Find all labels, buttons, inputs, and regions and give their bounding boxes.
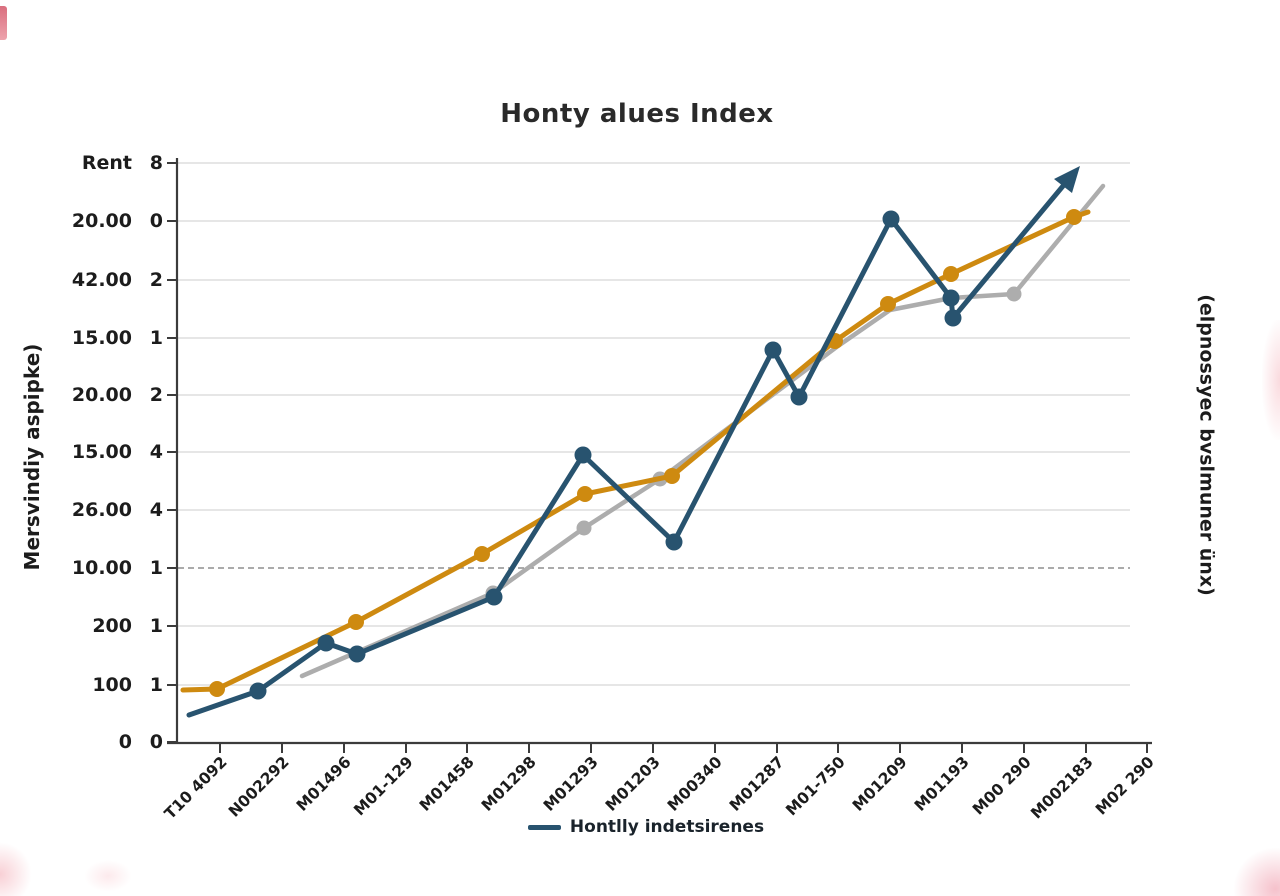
legend-line-swatch — [527, 824, 561, 830]
trend-series-gray-marker — [1006, 286, 1022, 302]
y-tick-label-primary: 15.00 — [71, 327, 132, 349]
y-tick-label-primary: 26.00 — [71, 499, 132, 521]
monthly-series-marker — [574, 446, 592, 464]
y-tick-label-secondary: 4 — [149, 499, 163, 521]
y-tick-label-secondary: 1 — [149, 615, 163, 637]
trend-series-orange-marker — [348, 614, 364, 630]
monthly-series-marker — [790, 388, 808, 406]
y-tick-label-primary: Rent — [81, 152, 132, 174]
y-tick-label-secondary: 2 — [149, 269, 163, 291]
y-tick-label-secondary: 1 — [149, 557, 163, 579]
trend-series-orange-marker — [943, 266, 959, 282]
monthly-series-line — [186, 183, 1066, 718]
chart-title: Honty alues Index — [500, 99, 774, 129]
y-tick-label-primary: 20.00 — [71, 384, 132, 406]
monthly-series-marker — [764, 341, 782, 359]
trend-series-orange-marker — [209, 681, 225, 697]
y-tick-label-secondary: 8 — [149, 152, 163, 174]
y-tick-label-secondary: 0 — [149, 731, 163, 753]
arrow-head-icon — [1054, 166, 1080, 193]
monthly-series-marker — [249, 682, 267, 700]
monthly-series-marker — [485, 588, 503, 606]
y-tick-label-primary: 200 — [92, 615, 132, 637]
y-tick-label-secondary: 2 — [149, 384, 163, 406]
trend-series-orange-marker — [664, 468, 680, 484]
y-tick-label-primary: 0 — [118, 731, 132, 753]
trend-series-gray-marker — [576, 520, 592, 536]
monthly-series-marker — [665, 533, 683, 551]
y-tick-label-primary: 20.00 — [71, 210, 132, 232]
y-tick-label-primary: 15.00 — [71, 441, 132, 463]
trend-series-orange-marker — [577, 486, 593, 502]
trend-series-orange-marker — [1066, 209, 1082, 225]
y-tick-label-secondary: 0 — [149, 210, 163, 232]
trend-series-orange-marker — [880, 296, 896, 312]
y-tick-label-primary: 100 — [92, 674, 132, 696]
y-tick-label-primary: 42.00 — [71, 269, 132, 291]
y-tick-label-secondary: 1 — [149, 327, 163, 349]
monthly-series-marker — [348, 645, 366, 663]
y-tick-label-secondary: 1 — [149, 674, 163, 696]
y-tick-label-secondary: 4 — [149, 441, 163, 463]
legend: Hontlly indetsirenes — [10, 817, 1280, 837]
y-tick-label-primary: 10.00 — [71, 557, 132, 579]
monthly-series-marker — [942, 289, 960, 307]
trend-series-orange-line — [180, 209, 1091, 693]
trend-series-orange-marker — [474, 546, 490, 562]
monthly-series-marker — [882, 210, 900, 228]
legend-label: Hontlly indetsirenes — [569, 817, 765, 837]
monthly-series-marker — [944, 309, 962, 327]
monthly-series-marker — [317, 634, 335, 652]
